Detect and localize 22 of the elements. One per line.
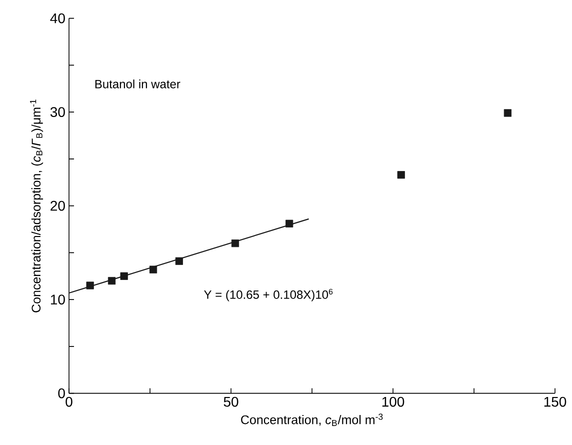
y-tick-label: 30 (50, 107, 65, 118)
point (149, 266, 158, 274)
x-tick-label: 150 (544, 396, 566, 407)
point (108, 277, 116, 285)
y-tick-label: 40 (50, 13, 65, 24)
point (397, 171, 405, 179)
point (86, 282, 94, 290)
annotation: Y = (10.65 + 0.108X)10$^{6}$ (204, 288, 333, 302)
x-tick-label: 50 (224, 396, 238, 407)
annotation: Butanol in water (95, 80, 180, 88)
x-tick-label: 100 (382, 396, 404, 407)
point (175, 257, 183, 265)
y-tick-label: 10 (50, 294, 65, 305)
x-axis-title: Concentration, c$_{B}$/mol m$^{-3}$ (241, 414, 383, 426)
y-axis-title: Concentration/adsorption, (c$_{B}$/Γ$_{B}$)/μm$^{-1}$ (30, 100, 44, 312)
x-tick-label: 0 (66, 396, 72, 407)
point (286, 220, 294, 228)
y-tick-label: 0 (58, 388, 65, 398)
y-tick-label: 20 (50, 200, 65, 211)
point (120, 272, 128, 280)
point (504, 109, 512, 117)
point (231, 240, 240, 248)
